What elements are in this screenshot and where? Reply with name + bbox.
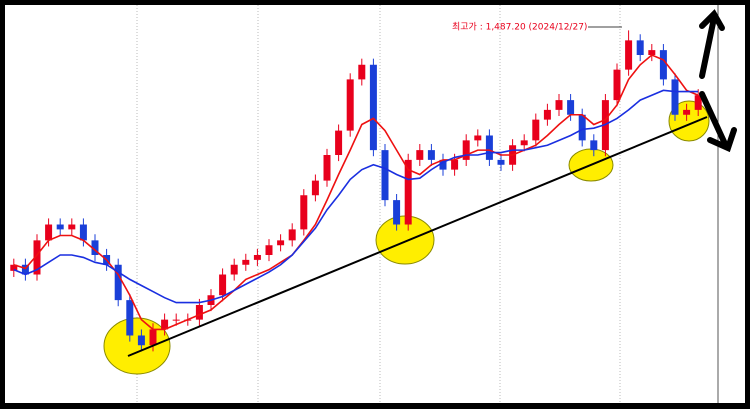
candle-body (161, 319, 169, 330)
candle-body (126, 300, 134, 336)
down-arrow (699, 91, 737, 153)
candle-body (567, 100, 575, 115)
candle-body (253, 255, 261, 260)
candle-body (33, 240, 41, 275)
candles (10, 30, 702, 352)
candle-body (416, 150, 424, 160)
candle-body (195, 305, 203, 320)
candle-body (242, 259, 250, 265)
candle-body (346, 79, 354, 131)
candle-body (485, 135, 493, 160)
candle-body (497, 159, 505, 165)
candle-body (149, 329, 157, 346)
candle-body (439, 159, 447, 170)
candle-body (10, 264, 18, 271)
annotation: 최고가 : 1,487.20 (2024/12/27) (452, 22, 587, 33)
candle-body (114, 264, 122, 301)
moving-average-line (13, 54, 699, 331)
candle-body (659, 50, 667, 80)
candle-body (590, 140, 598, 151)
candle-body (311, 180, 319, 196)
candle-body (393, 200, 401, 225)
candle-body (56, 224, 64, 230)
candle-body (219, 274, 227, 296)
candle-body (427, 150, 435, 160)
candle-body (277, 240, 285, 246)
trend-line (127, 116, 708, 357)
candle-body (68, 224, 76, 230)
candle-body (369, 64, 377, 151)
candle-body (451, 159, 459, 170)
candle-body (671, 79, 679, 115)
highlight-circle (668, 100, 710, 142)
candle-body (648, 50, 656, 55)
candle-body (358, 64, 366, 80)
candle-body (172, 319, 180, 321)
arrows (699, 9, 737, 153)
candle-body (323, 155, 331, 181)
candle-body (335, 130, 343, 155)
highlight-circle (103, 317, 171, 375)
moving-average-line (13, 89, 699, 304)
candle-body (474, 135, 482, 141)
candle-body (265, 245, 273, 255)
candle-body (555, 100, 563, 110)
candle-body (381, 150, 389, 201)
candle-body (625, 40, 633, 70)
candle-body (79, 224, 87, 241)
candle-body (520, 140, 528, 146)
candle-body (21, 264, 29, 275)
candle-body (404, 159, 412, 225)
up-arrow (699, 9, 725, 79)
candle-body (578, 114, 586, 141)
candle-body (45, 224, 53, 241)
candle-body (91, 240, 99, 255)
candle-body (288, 229, 296, 241)
candle-body (683, 109, 691, 115)
candle-body (694, 95, 702, 110)
candle-body (532, 119, 540, 141)
candle-body (613, 69, 621, 101)
candle-body (462, 140, 470, 160)
candle-body (137, 335, 145, 346)
candle-body (543, 109, 551, 120)
candle-body (300, 195, 308, 230)
candle-body (636, 40, 644, 55)
candle-body (230, 264, 238, 275)
